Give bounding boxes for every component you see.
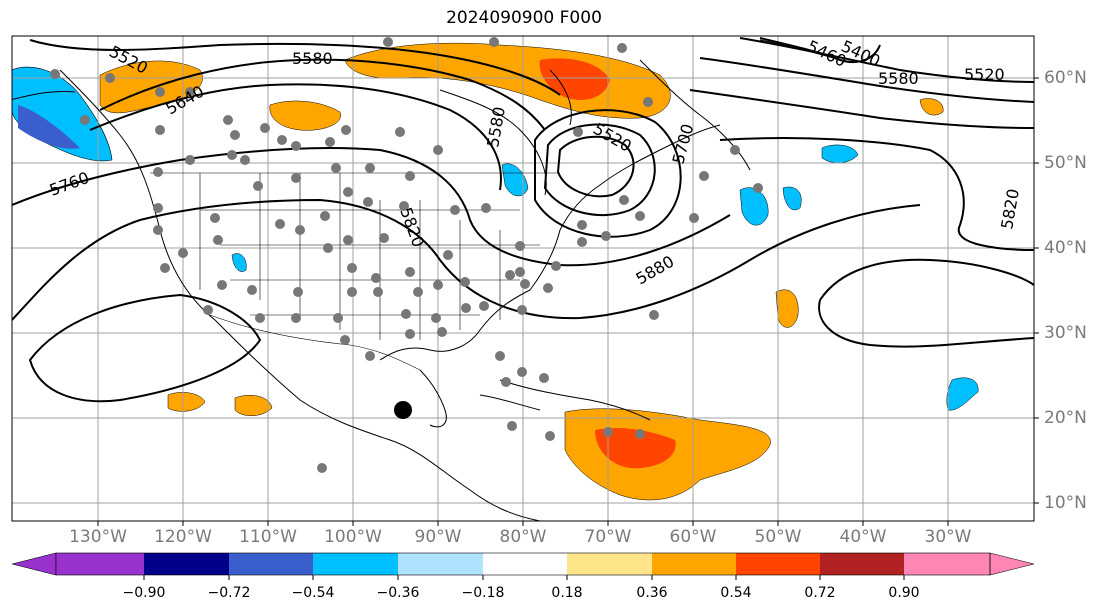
positive-anomaly-pacific-patch bbox=[167, 392, 206, 412]
low-center-inner bbox=[556, 135, 635, 198]
lon-label: 130°W bbox=[69, 527, 127, 547]
lon-label: 30°W bbox=[924, 527, 972, 547]
colorbar-tick-label: 0.90 bbox=[888, 585, 920, 601]
contour-5580-north bbox=[99, 58, 546, 131]
lon-label: 90°W bbox=[414, 527, 462, 547]
low-center-outer bbox=[534, 109, 682, 238]
storm-center-marker bbox=[394, 401, 412, 419]
strong-positive-anomaly-hudson bbox=[539, 58, 610, 100]
colorbar-tick-label: −0.36 bbox=[376, 585, 420, 601]
map-title: 2024090900 F000 bbox=[446, 8, 602, 28]
strong-negative-anomaly bbox=[18, 105, 80, 149]
anomaly-fills bbox=[12, 42, 979, 501]
colorbar-tick-label: −0.54 bbox=[291, 585, 335, 601]
negative-anomaly-east-atlantic bbox=[946, 377, 979, 411]
negative-anomaly-atlantic-3 bbox=[821, 144, 859, 164]
contour-5400 bbox=[759, 37, 881, 64]
contour-5880-east-lower bbox=[818, 299, 1034, 348]
colorbar bbox=[11, 552, 1035, 580]
contour-5580-east bbox=[699, 57, 1034, 103]
contour-5760 bbox=[12, 147, 731, 267]
lon-label: 40°W bbox=[839, 527, 887, 547]
contour-5880-closed bbox=[28, 293, 262, 403]
positive-anomaly-north-atlantic bbox=[919, 98, 944, 116]
contour-5520-north bbox=[29, 39, 561, 96]
lat-label: 60°N bbox=[1044, 68, 1087, 88]
positive-anomaly-pacific-patch-2 bbox=[234, 395, 273, 416]
contour-5520-east bbox=[739, 37, 1034, 83]
colorbar-tick-label: 0.18 bbox=[551, 585, 583, 601]
contour-label: 5580 bbox=[292, 49, 333, 68]
colorbar-extend-low bbox=[11, 552, 57, 576]
colorbar-tick-label: −0.90 bbox=[122, 585, 166, 601]
height-contours bbox=[12, 37, 1034, 403]
colorbar-tick-label: −0.18 bbox=[461, 585, 505, 601]
lon-label: 60°W bbox=[669, 527, 717, 547]
colorbar-tick-label: 0.36 bbox=[636, 585, 668, 601]
lon-label: 110°W bbox=[239, 527, 297, 547]
low-center-middle bbox=[543, 123, 656, 217]
positive-anomaly-central-canada bbox=[269, 100, 341, 131]
negative-anomaly-great-lakes bbox=[501, 163, 529, 197]
lat-label: 50°N bbox=[1044, 153, 1087, 173]
negative-anomaly-atlantic-2 bbox=[782, 186, 802, 211]
lon-label: 70°W bbox=[584, 527, 632, 547]
axis-ticks bbox=[97, 77, 1039, 526]
contour-label: 5580 bbox=[878, 69, 919, 88]
contour-5880 bbox=[12, 198, 921, 321]
strong-positive-anomaly-caribbean bbox=[595, 428, 676, 469]
contour-5820-east bbox=[719, 137, 1034, 251]
gridlines bbox=[12, 36, 1034, 521]
lat-label: 20°N bbox=[1044, 408, 1087, 428]
lon-label: 50°W bbox=[754, 527, 802, 547]
colorbar-tick-label: 0.54 bbox=[720, 585, 752, 601]
colorbar-extend-high bbox=[989, 552, 1035, 576]
station-markers bbox=[50, 37, 763, 473]
colorbar-tick-label: 0.72 bbox=[804, 585, 836, 601]
lat-label: 40°N bbox=[1044, 238, 1087, 258]
lat-label: 10°N bbox=[1044, 493, 1087, 513]
contour-5880-east bbox=[819, 258, 1034, 301]
lon-label: 120°W bbox=[154, 527, 212, 547]
contour-label: 5520 bbox=[964, 65, 1005, 84]
positive-anomaly-atlantic-patch bbox=[775, 289, 799, 328]
contour-5640 bbox=[89, 83, 502, 191]
lon-label: 100°W bbox=[324, 527, 382, 547]
lon-label: 80°W bbox=[499, 527, 547, 547]
contour-5640-east bbox=[689, 89, 1034, 129]
lat-label: 30°N bbox=[1044, 323, 1087, 343]
colorbar-tick-label: −0.72 bbox=[207, 585, 251, 601]
negative-anomaly-southwest bbox=[231, 253, 247, 272]
